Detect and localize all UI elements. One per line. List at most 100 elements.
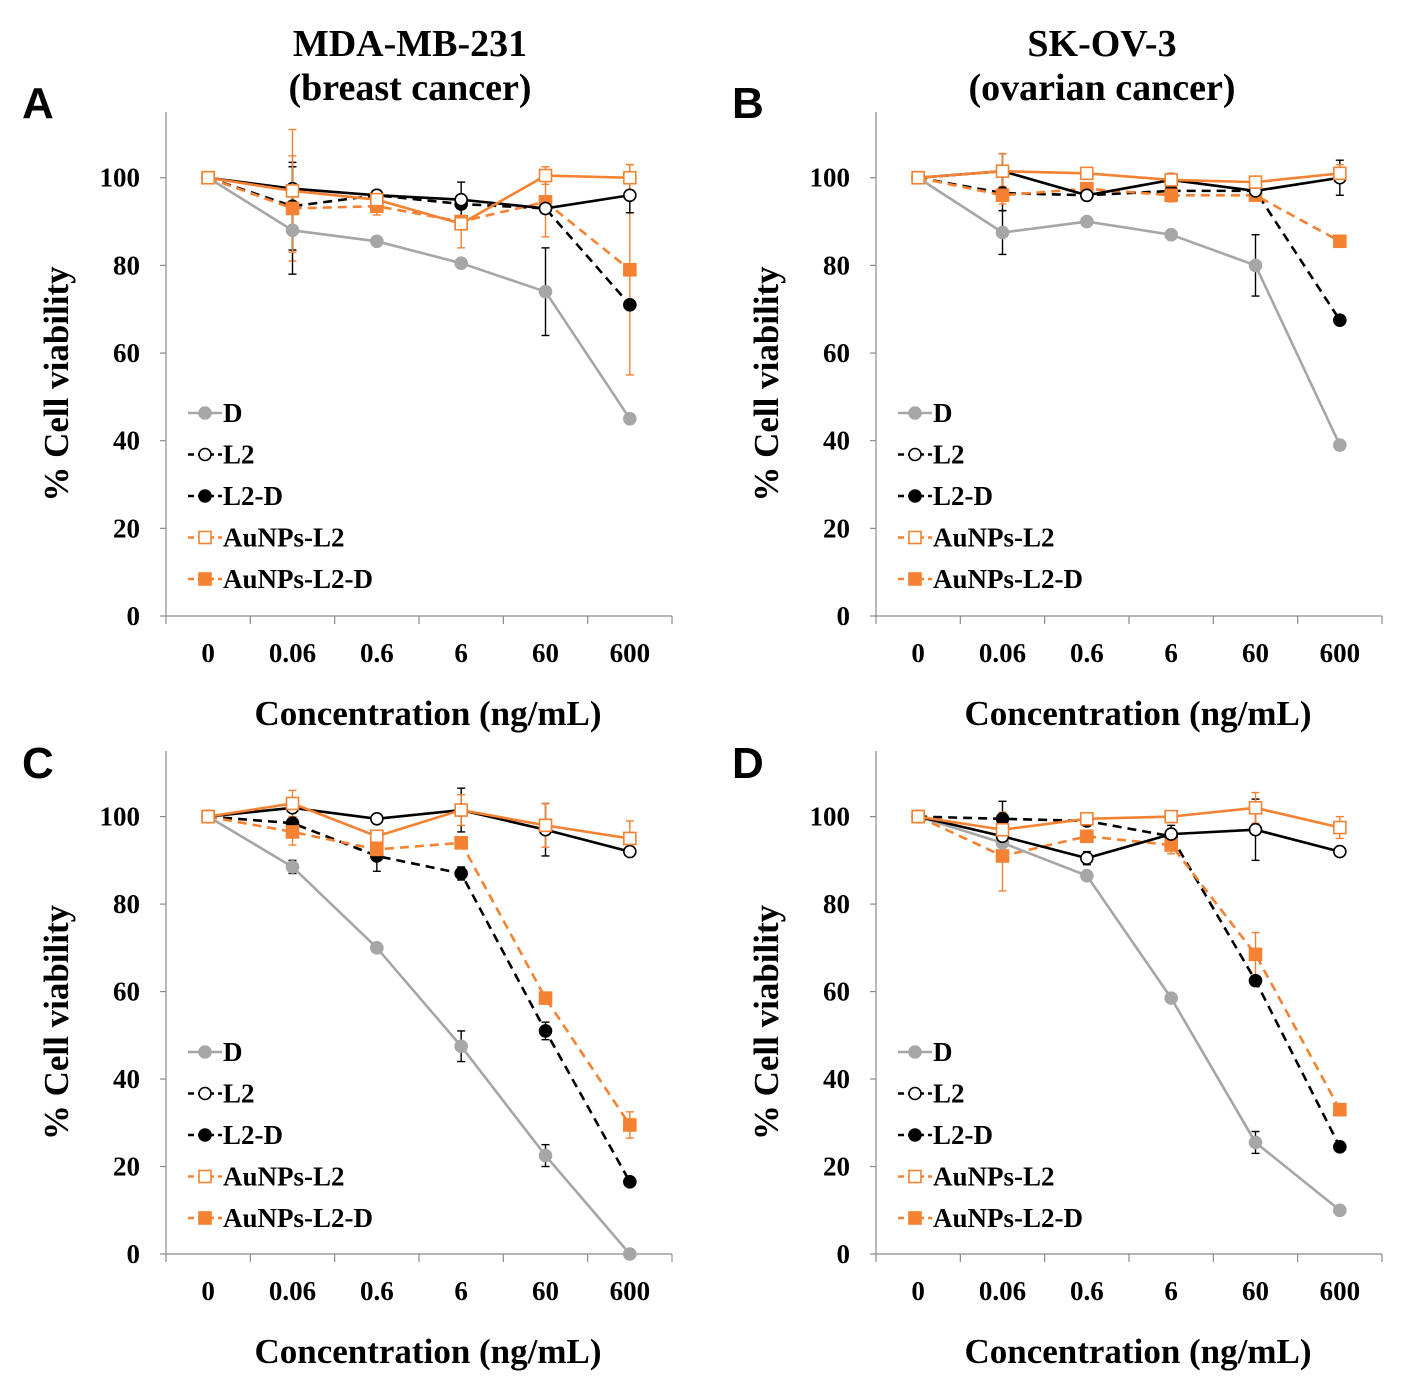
data-point-d <box>454 256 468 271</box>
data-point-d <box>1248 258 1263 273</box>
legend: D L2 L2-D AuNPs-L2 AuNPs-L2-D <box>188 1037 373 1233</box>
data-point-d <box>623 1247 637 1261</box>
x-axis-title: Concentration (ng/mL) <box>254 1332 601 1371</box>
series-line-aunps-l2 <box>917 806 1341 832</box>
series-line-l2-d <box>917 176 1341 321</box>
panel-letter-a: A <box>22 79 54 128</box>
data-point-aunps-l2 <box>454 216 468 231</box>
legend-item-aunps-l2: AuNPs-L2 <box>188 1162 345 1192</box>
data-point-l2 <box>1080 188 1094 203</box>
x-tick-label: 600 <box>610 638 651 668</box>
data-point-aunps-l2 <box>1080 811 1094 826</box>
series-line-d <box>917 176 1342 446</box>
panel-letter-c: C <box>22 739 54 788</box>
legend-marker <box>198 1169 212 1184</box>
legend-item-aunps-l2: AuNPs-L2 <box>188 523 345 553</box>
legend-marker <box>908 489 922 503</box>
legend-marker <box>198 572 212 586</box>
y-tick-label: 80 <box>823 889 850 919</box>
data-point-aunps-l2 <box>623 170 637 185</box>
x-tick-label: 0.6 <box>360 638 394 668</box>
y-tick-label: 60 <box>113 338 140 368</box>
series-line-aunps-l2-d <box>917 815 1341 1111</box>
legend-label: L2-D <box>223 481 283 511</box>
series-line-l2-d <box>207 176 631 306</box>
legend-item-aunps-l2-d: AuNPs-L2-D <box>898 564 1083 594</box>
data-point-aunps-l2 <box>911 170 925 185</box>
x-tick-label: 0.6 <box>1070 638 1104 668</box>
data-point-aunps-l2-d <box>995 188 1010 203</box>
series-line-d <box>207 176 631 420</box>
series-aunps-l2-d <box>911 809 1347 1117</box>
legend-marker <box>198 489 212 503</box>
legend-marker <box>198 1211 212 1225</box>
data-point-aunps-l2-d <box>285 825 300 839</box>
y-axis-title: % Cell viability <box>747 904 786 1140</box>
x-tick-label: 0.06 <box>269 1276 316 1306</box>
column-title-left-line1: MDA-MB-231 <box>293 23 527 65</box>
column-title-right-line2: (ovarian cancer) <box>969 67 1236 109</box>
data-point-d <box>370 234 384 249</box>
x-tick-label: 0.6 <box>360 1276 394 1306</box>
data-point-d <box>623 411 637 426</box>
legend: D L2 L2-D AuNPs-L2 AuNPs-L2-D <box>898 1037 1083 1233</box>
legend-marker <box>908 1128 922 1142</box>
x-tick-label: 0.06 <box>269 638 316 668</box>
data-point-aunps-l2 <box>538 818 553 833</box>
panel-letter-d: D <box>732 739 764 788</box>
legend-label: L2-D <box>933 1120 993 1150</box>
legend-item-l2: L2 <box>188 440 255 470</box>
data-point-d <box>454 1039 468 1054</box>
series-line-aunps-l2 <box>918 169 1340 184</box>
data-point-d <box>370 941 384 955</box>
data-point-aunps-l2-d <box>1248 947 1263 962</box>
panel-d: D 0 20 40 60 80 100 0 0.06 0.6 6 60 600 Concentration… <box>732 739 1383 1371</box>
data-point-aunps-l2 <box>285 184 300 198</box>
legend-marker <box>198 1045 212 1059</box>
data-point-l2-d <box>1333 1140 1347 1154</box>
data-point-l2-d <box>1248 973 1263 988</box>
series-line-aunps-l2-d <box>917 176 1341 243</box>
y-tick-label: 100 <box>100 802 141 832</box>
series-l2-d <box>911 809 1347 1154</box>
legend-marker <box>198 530 212 545</box>
legend-item-d: D <box>188 1037 243 1067</box>
x-axis-title: Concentration (ng/mL) <box>254 694 601 733</box>
legend-item-l2: L2 <box>898 1079 965 1109</box>
legend-marker <box>198 1128 212 1142</box>
legend-label: AuNPs-L2-D <box>933 564 1083 594</box>
panel-letter-b: B <box>732 79 764 128</box>
data-point-d <box>1248 1135 1263 1150</box>
data-point-l2 <box>370 811 384 826</box>
x-tick-label: 0.6 <box>1070 1276 1104 1306</box>
series-line-l2 <box>917 815 1341 860</box>
y-tick-label: 60 <box>823 977 850 1007</box>
panel-a: A 0 20 40 60 80 100 0 0.06 0.6 6 60 600 Concentration… <box>22 79 673 733</box>
y-axis-title: % Cell viability <box>37 266 76 502</box>
legend-item-aunps-l2-d: AuNPs-L2-D <box>188 564 373 594</box>
data-point-aunps-l2 <box>538 168 553 183</box>
y-tick-label: 0 <box>837 1239 851 1269</box>
legend-marker <box>908 1169 922 1184</box>
series-d <box>201 170 637 426</box>
series-aunps-l2-d <box>201 809 637 1132</box>
data-point-l2 <box>1080 851 1094 865</box>
y-tick-label: 100 <box>810 163 851 193</box>
legend-label: L2-D <box>223 1120 283 1150</box>
data-point-aunps-l2-d <box>995 849 1010 863</box>
legend-item-l2: L2 <box>188 1079 255 1109</box>
y-tick-label: 40 <box>823 426 850 456</box>
x-tick-label: 600 <box>1320 638 1361 668</box>
legend-label: L2-D <box>933 481 993 511</box>
legend-label: L2 <box>223 440 255 470</box>
data-point-aunps-l2 <box>995 164 1010 178</box>
y-tick-label: 0 <box>127 601 141 631</box>
error-bars-d <box>288 859 550 1168</box>
x-tick-label: 60 <box>532 638 559 668</box>
data-point-l2-d <box>623 298 637 312</box>
data-point-aunps-l2-d <box>623 262 637 277</box>
y-tick-label: 60 <box>823 338 850 368</box>
y-tick-label: 80 <box>113 889 140 919</box>
series-line-l2-d <box>208 815 631 1183</box>
series-line-l2 <box>208 806 631 853</box>
